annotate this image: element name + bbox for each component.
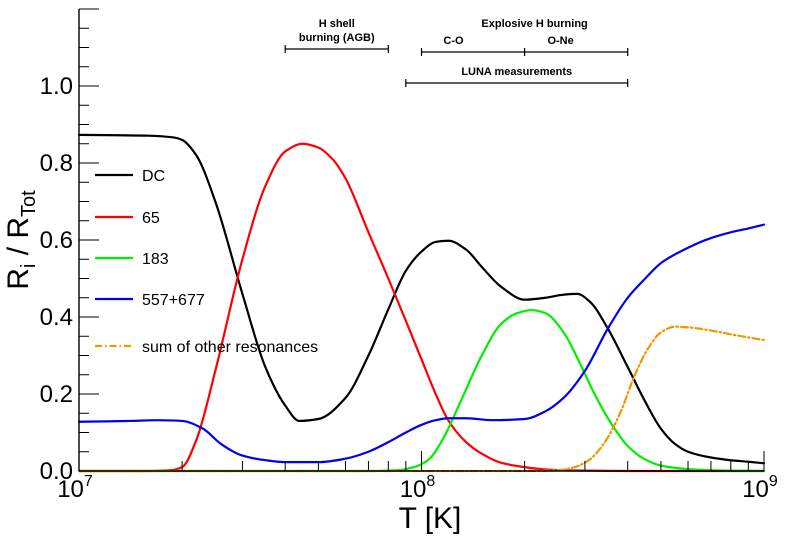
x-tick-label: 108 bbox=[400, 473, 436, 503]
y-tick-label: 0.6 bbox=[40, 227, 73, 254]
y-axis-title: Ri / RTot bbox=[2, 190, 40, 290]
x-tick-label-exponent: 8 bbox=[426, 473, 435, 490]
x-tick-label: 109 bbox=[742, 473, 778, 503]
x-tick-label-exponent: 9 bbox=[769, 473, 778, 490]
series-line-183 bbox=[77, 308, 766, 473]
series-line-dc bbox=[77, 133, 766, 465]
legend-label: 183 bbox=[142, 251, 169, 268]
annotation-label: Explosive H burning bbox=[481, 18, 587, 30]
y-axis-title-base: R bbox=[2, 268, 35, 290]
x-tick-label-base: 10 bbox=[742, 476, 769, 503]
legend-label: sum of other resonances bbox=[142, 339, 318, 356]
x-tick-label: 107 bbox=[57, 473, 93, 503]
legend: DC 65 183 557+677 sum of other resonances bbox=[95, 168, 318, 356]
x-axis-title: T [K] bbox=[399, 502, 462, 535]
y-axis-title-slash: / R bbox=[2, 217, 35, 264]
y-tick-label: 0.2 bbox=[40, 381, 73, 408]
annotation-label: H shell bbox=[319, 18, 355, 30]
y-tick-label: 0.8 bbox=[40, 150, 73, 177]
y-axis-title-sub2: Tot bbox=[18, 190, 40, 217]
x-tick-label-base: 10 bbox=[57, 476, 84, 503]
series-line-65 bbox=[77, 142, 766, 473]
legend-label: 557+677 bbox=[142, 292, 205, 309]
series-line-557-677 bbox=[77, 223, 766, 464]
y-tick-label: 0.4 bbox=[40, 304, 73, 331]
x-tick-label-base: 10 bbox=[400, 476, 427, 503]
annotation-label: C-O bbox=[443, 35, 464, 47]
series-group bbox=[77, 133, 766, 473]
legend-label: DC bbox=[142, 168, 165, 185]
annotation-label: LUNA measurements bbox=[461, 66, 572, 78]
y-axis-title-sub1: i bbox=[18, 264, 40, 268]
x-tick-label-exponent: 7 bbox=[84, 473, 93, 490]
annotation-label: O-Ne bbox=[547, 35, 573, 47]
annotations: H shell burning (AGB) Explosive H burning C… bbox=[284, 18, 629, 87]
y-tick-label: 1.0 bbox=[40, 73, 73, 100]
y-tick-label: 0.0 bbox=[40, 458, 73, 485]
axes-group bbox=[78, 9, 764, 472]
legend-label: 65 bbox=[142, 210, 160, 227]
annotation-label: burning (AGB) bbox=[299, 32, 375, 44]
